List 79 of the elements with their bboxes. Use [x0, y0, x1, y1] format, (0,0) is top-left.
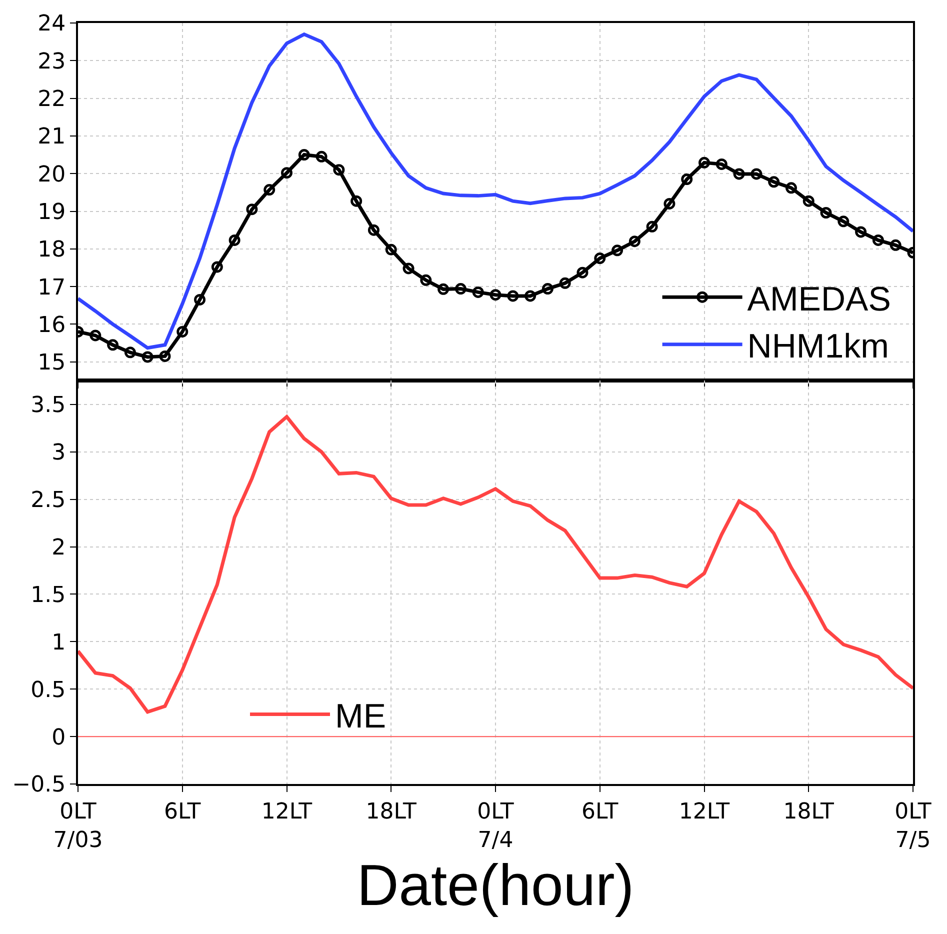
point — [750, 168, 762, 180]
point — [664, 198, 676, 210]
x-tick-label: 12LT — [678, 799, 730, 824]
y-tick-label: 3 — [52, 440, 66, 466]
y-tick-label: 1.5 — [30, 582, 66, 608]
point — [628, 236, 640, 248]
x-tick-label: 6LT — [164, 799, 202, 824]
point — [594, 252, 606, 264]
x-tick-label: 18LT — [783, 799, 835, 824]
x-tick-label: 0LT 7/03 — [53, 799, 103, 853]
point — [646, 220, 658, 232]
point — [768, 176, 780, 188]
point — [281, 167, 292, 179]
y-tick-label: 2 — [52, 535, 66, 560]
point — [90, 330, 102, 342]
y-tick-label: 23 — [38, 49, 66, 74]
point — [264, 184, 276, 196]
legend-label: ME — [335, 698, 386, 736]
point — [820, 207, 832, 218]
point — [838, 216, 850, 228]
point — [350, 195, 362, 207]
y-tick-label: 24 — [38, 12, 66, 37]
y-tick-label: 0.5 — [30, 678, 66, 703]
point — [194, 294, 206, 306]
point — [542, 283, 554, 295]
point — [890, 239, 902, 251]
y-tick-label: 21 — [38, 124, 66, 150]
point — [176, 326, 188, 338]
point — [298, 149, 310, 161]
point — [872, 234, 884, 246]
y-tick-label: 15 — [38, 350, 66, 376]
x-tick-label: 0LT 7/5 — [894, 799, 932, 853]
legend-label: AMEDAS — [747, 280, 891, 318]
y-tick-label: 1 — [52, 630, 66, 656]
x-axis-title: Date(hour) — [356, 853, 634, 918]
point — [733, 168, 745, 180]
point — [420, 274, 432, 286]
y-tick-label: −0.5 — [12, 772, 66, 798]
y-tick-label: 19 — [38, 200, 66, 225]
point — [855, 226, 867, 238]
point — [228, 234, 240, 246]
point — [316, 150, 328, 162]
point — [159, 350, 171, 362]
point — [454, 283, 466, 295]
legend-label: NHM1km — [747, 328, 889, 366]
y-tick-label: 22 — [38, 87, 66, 112]
x-tick-label: 18LT — [366, 799, 418, 824]
x-tick-label: 12LT — [261, 799, 313, 824]
point — [716, 158, 728, 170]
y-tick-label: 20 — [38, 162, 66, 188]
y-tick-label: 3.5 — [30, 393, 66, 418]
point — [559, 277, 571, 289]
point — [802, 195, 814, 207]
y-tick-label: 2.5 — [30, 488, 66, 513]
x-tick-label: 6LT — [582, 799, 619, 824]
point — [681, 174, 693, 185]
y-tick-label: 16 — [38, 312, 66, 338]
point — [333, 164, 345, 176]
point — [142, 351, 154, 363]
point — [402, 262, 414, 274]
point — [438, 283, 450, 295]
point — [385, 244, 397, 256]
point — [785, 182, 797, 194]
point — [576, 266, 588, 278]
point — [507, 290, 519, 302]
point — [490, 289, 502, 301]
point — [211, 261, 223, 273]
point — [698, 156, 710, 168]
point — [107, 339, 119, 351]
y-tick-label: 17 — [38, 275, 66, 300]
y-tick-label: 0 — [52, 725, 66, 750]
point — [246, 204, 258, 216]
point — [368, 224, 380, 236]
point — [472, 286, 484, 298]
x-tick-label: 0LT 7/4 — [477, 799, 514, 853]
point — [612, 244, 624, 256]
point — [524, 290, 536, 302]
y-tick-label: 18 — [38, 238, 66, 263]
point — [124, 346, 136, 358]
